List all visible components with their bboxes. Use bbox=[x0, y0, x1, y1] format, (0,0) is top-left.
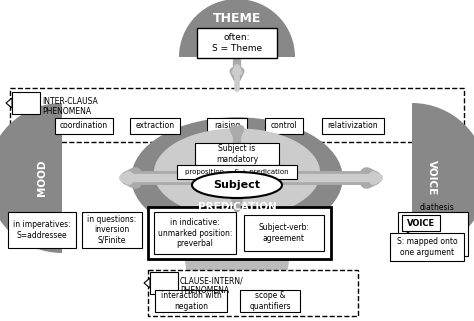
Text: diathesis: diathesis bbox=[420, 204, 455, 213]
Text: often:
S = Theme: often: S = Theme bbox=[212, 33, 262, 53]
Text: in imperatives:
S=addressee: in imperatives: S=addressee bbox=[13, 220, 71, 240]
Polygon shape bbox=[6, 98, 12, 108]
Text: PREDICATION: PREDICATION bbox=[198, 202, 276, 212]
Text: interaction with
negation: interaction with negation bbox=[161, 291, 221, 311]
Bar bbox=[12, 92, 40, 114]
Polygon shape bbox=[144, 278, 150, 288]
Bar bbox=[402, 215, 440, 231]
Bar bbox=[390, 233, 464, 261]
Bar bbox=[195, 143, 279, 165]
Bar bbox=[154, 212, 236, 254]
Text: VOICE: VOICE bbox=[407, 219, 435, 228]
Bar bbox=[265, 118, 303, 134]
Bar bbox=[130, 118, 180, 134]
Bar bbox=[148, 207, 331, 259]
Text: scope &
quantifiers: scope & quantifiers bbox=[249, 291, 291, 311]
Text: S: mapped onto
one argument: S: mapped onto one argument bbox=[397, 237, 457, 257]
Wedge shape bbox=[412, 103, 474, 253]
Bar bbox=[240, 290, 300, 312]
Text: extraction: extraction bbox=[136, 122, 174, 131]
Text: CLAUSE-INTERN/
PHENOMENA: CLAUSE-INTERN/ PHENOMENA bbox=[180, 276, 244, 295]
Bar bbox=[322, 118, 384, 134]
Bar bbox=[55, 118, 113, 134]
Text: Subject is
mandatory: Subject is mandatory bbox=[216, 144, 258, 164]
Text: relativization: relativization bbox=[328, 122, 378, 131]
Bar bbox=[150, 272, 178, 294]
Text: proposition = S + predication: proposition = S + predication bbox=[185, 169, 289, 175]
Bar bbox=[155, 290, 227, 312]
Bar bbox=[148, 270, 358, 316]
Text: MOOD: MOOD bbox=[37, 160, 47, 196]
Bar bbox=[398, 212, 468, 256]
Bar bbox=[177, 165, 297, 179]
Ellipse shape bbox=[132, 118, 342, 238]
Bar bbox=[244, 215, 324, 251]
Text: raising: raising bbox=[214, 122, 240, 131]
Text: Subject: Subject bbox=[213, 180, 261, 190]
Text: THEME: THEME bbox=[213, 12, 261, 24]
Text: coordination: coordination bbox=[60, 122, 108, 131]
Text: Subject-verb:
agreement: Subject-verb: agreement bbox=[258, 223, 310, 243]
Text: in questions:
inversion
S/Finite: in questions: inversion S/Finite bbox=[87, 215, 137, 245]
Wedge shape bbox=[179, 0, 295, 57]
Bar bbox=[8, 212, 76, 248]
Wedge shape bbox=[0, 103, 62, 253]
Ellipse shape bbox=[192, 172, 282, 198]
Text: in indicative:
unmarked position:
preverbal: in indicative: unmarked position: prever… bbox=[158, 218, 232, 248]
Wedge shape bbox=[185, 258, 289, 310]
Text: control: control bbox=[271, 122, 297, 131]
Bar bbox=[197, 28, 277, 58]
Ellipse shape bbox=[155, 129, 319, 217]
Text: VOICE: VOICE bbox=[427, 160, 437, 195]
Bar bbox=[82, 212, 142, 248]
Text: INTER-CLAUSA
PHENOMENA: INTER-CLAUSA PHENOMENA bbox=[42, 97, 98, 117]
Bar bbox=[207, 118, 247, 134]
Bar bbox=[10, 88, 464, 142]
